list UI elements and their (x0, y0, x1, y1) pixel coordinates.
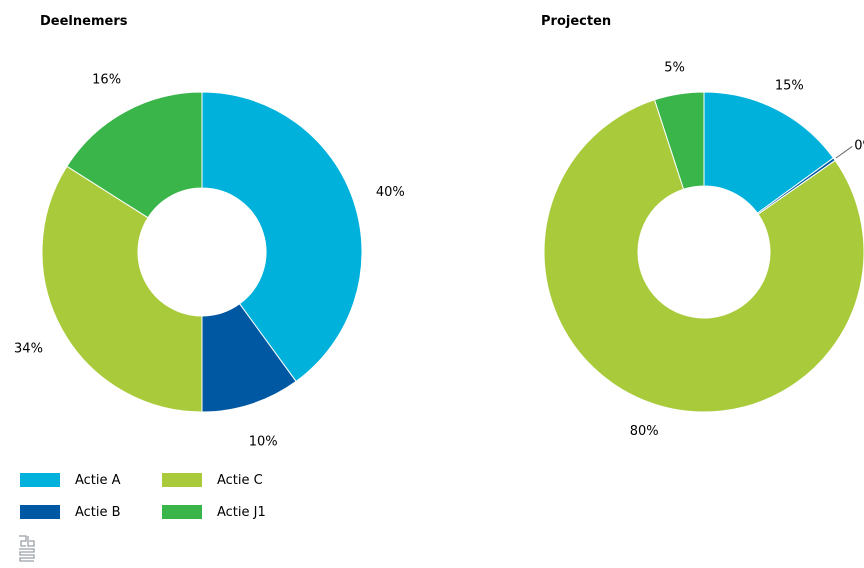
label-projecten-actie-b: 0% (854, 138, 864, 153)
slice-deelnemers-actie-a (201, 91, 363, 383)
chart-title-deelnemers: Deelnemers (40, 14, 128, 29)
legend-swatch-actie-a (20, 473, 60, 487)
legend-item-actie-b: Actie B (20, 502, 121, 522)
slice-projecten-actie-j1 (653, 91, 705, 190)
chart-title-projecten: Projecten (541, 14, 612, 29)
legend: Actie A Actie B Actie C Actie J1 (20, 470, 340, 530)
legend-swatch-actie-b (20, 505, 60, 519)
legend-swatch-actie-c (162, 473, 202, 487)
leader-line-projecten-actie-b (835, 146, 853, 159)
label-deelnemers-actie-b: 10% (249, 434, 278, 449)
label-projecten-actie-c: 80% (630, 424, 659, 439)
slice-projecten-actie-c (543, 99, 864, 413)
legend-item-actie-a: Actie A (20, 470, 121, 490)
label-projecten-actie-j1: 5% (664, 60, 685, 75)
legend-label-actie-b: Actie B (75, 504, 121, 520)
legend-item-actie-c: Actie C (162, 470, 263, 490)
legend-label-actie-c: Actie C (217, 472, 263, 488)
cbs-logo-icon (18, 535, 36, 567)
slice-projecten-actie-a (703, 91, 835, 214)
legend-label-actie-j1: Actie J1 (217, 504, 266, 520)
label-projecten-actie-a: 15% (775, 78, 804, 93)
slice-deelnemers-actie-c (41, 165, 203, 413)
slice-deelnemers-actie-j1 (66, 91, 203, 219)
label-deelnemers-actie-j1: 16% (92, 72, 121, 87)
legend-item-actie-j1: Actie J1 (162, 502, 266, 522)
legend-label-actie-a: Actie A (75, 472, 121, 488)
label-deelnemers-actie-a: 40% (376, 185, 405, 200)
legend-swatch-actie-j1 (162, 505, 202, 519)
label-deelnemers-actie-c: 34% (14, 341, 43, 356)
